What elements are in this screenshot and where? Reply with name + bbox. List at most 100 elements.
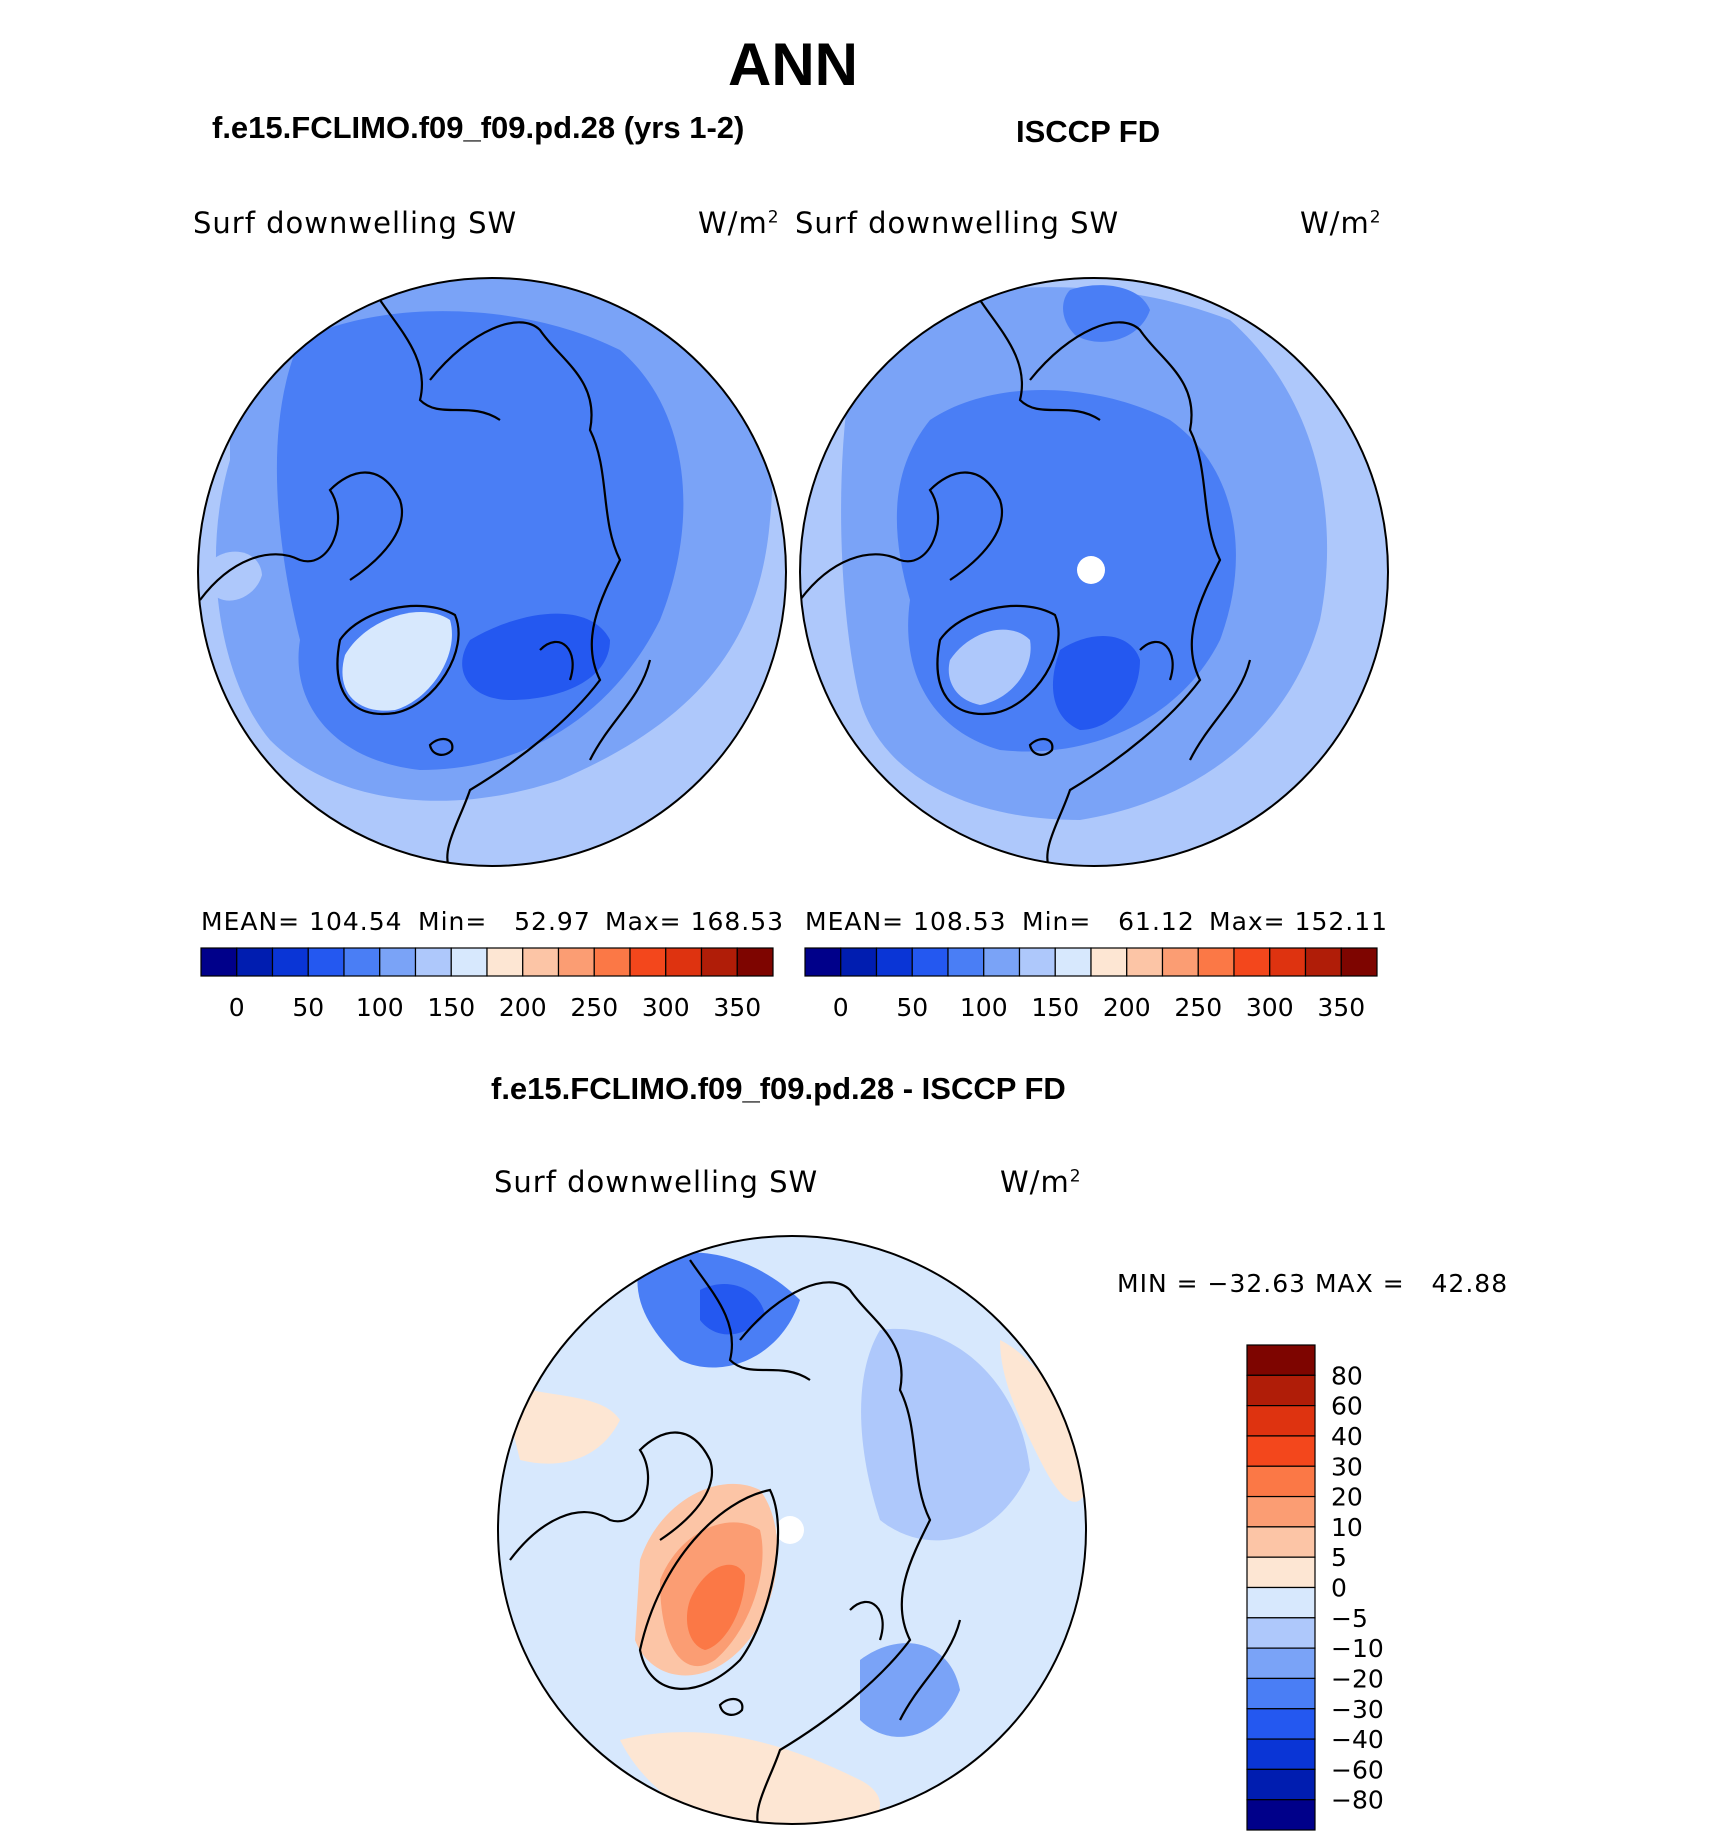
colorbar1-swatch	[665, 947, 703, 977]
panel2-min: Min= 61.12	[1022, 907, 1195, 936]
panel2-coast-eurasia	[1029, 321, 1222, 866]
panel2-coast-alaska	[979, 299, 1101, 421]
colorbar1-swatch	[307, 947, 345, 977]
panel1-coast-alaska	[379, 299, 501, 421]
colorbar3-tick-label: 60	[1331, 1392, 1363, 1421]
panel3-map-border	[497, 1235, 1087, 1825]
colorbar3-tick-label: 5	[1331, 1543, 1347, 1572]
panel1-coastlines	[199, 299, 652, 866]
colorbar2-swatch	[983, 947, 1021, 977]
colorbar1-swatch	[414, 947, 452, 977]
panel1-mean: MEAN= 104.54	[201, 907, 403, 936]
panel1-coast-iceland	[428, 737, 454, 756]
panel3-coast-canada	[509, 1431, 713, 1561]
panel3-coastlines	[509, 1259, 962, 1824]
colorbar1-swatch	[200, 947, 238, 977]
panel2-heading: ISCCP FD	[1016, 114, 1161, 149]
panel1-coast-scandinavia	[539, 640, 652, 761]
colorbar2-swatch	[911, 947, 949, 977]
colorbar-panel1: 0 50 100 150 200 250 300 350	[200, 947, 774, 1022]
colorbar3-tick-label: 0	[1331, 1574, 1347, 1603]
colorbar2-tick-label: 300	[1246, 993, 1294, 1022]
colorbar3-swatch	[1246, 1374, 1316, 1407]
panel2-max: Max= 152.11	[1209, 907, 1389, 936]
panel2-pole-hole	[1077, 556, 1105, 584]
colorbar1-swatch	[450, 947, 488, 977]
panel1-field-min	[462, 613, 610, 700]
colorbar2-tick-label: 150	[1031, 993, 1079, 1022]
colorbar3-tick-label: 80	[1331, 1361, 1363, 1390]
colorbar1-tick-label: 200	[499, 993, 547, 1022]
colorbar3-swatch	[1246, 1344, 1316, 1376]
colorbar1-tick-label: 350	[713, 993, 761, 1022]
colorbar3-tick-label: −5	[1331, 1604, 1368, 1633]
colorbar2-tick-label: 350	[1317, 993, 1365, 1022]
colorbar3-tick-label: 20	[1331, 1483, 1363, 1512]
colorbar3-tick-label: −30	[1331, 1695, 1384, 1724]
panel2-variable-label: Surf downwelling SW	[795, 206, 1120, 240]
page-title: ANN	[728, 31, 858, 98]
colorbar2-swatch	[1269, 947, 1307, 977]
colorbar3-tick-label: −60	[1331, 1755, 1384, 1784]
panel3-units-label: W/m2	[1000, 1165, 1082, 1199]
colorbar2-tick-label: 100	[960, 993, 1008, 1022]
colorbar3-swatch	[1246, 1768, 1316, 1801]
colorbar2-swatch	[1340, 947, 1378, 977]
colorbar2-swatch	[840, 947, 878, 977]
colorbar3-tick-label: −80	[1331, 1786, 1384, 1815]
colorbar2-swatch	[1018, 947, 1056, 977]
panel1-units-label: W/m2	[698, 206, 780, 240]
panel1-min: Min= 52.97	[418, 907, 591, 936]
colorbar2-swatch	[1304, 947, 1342, 977]
colorbar3-swatch	[1246, 1495, 1316, 1528]
panel2-coast-scandinavia	[1139, 640, 1252, 761]
panel3-minmax: MIN = −32.63 MAX = 42.88	[1117, 1269, 1509, 1298]
colorbar1-swatch	[271, 947, 309, 977]
panel2-units-label: W/m2	[1300, 206, 1382, 240]
colorbar2-swatch	[1090, 947, 1128, 977]
panel1-map	[198, 278, 786, 866]
colorbar1-swatch	[379, 947, 417, 977]
panel1-coast-canada	[199, 471, 403, 601]
panel3-coast-eurasia	[739, 1281, 932, 1824]
colorbar1-tick-label: 50	[292, 993, 324, 1022]
colorbar3-swatch	[1246, 1435, 1316, 1467]
colorbar3-tick-label: −20	[1331, 1664, 1384, 1693]
colorbar1-tick-label: 0	[229, 993, 245, 1022]
colorbar1-swatch	[522, 947, 560, 977]
panel2-map-border	[799, 277, 1389, 867]
panel3-map	[498, 1236, 1086, 1824]
colorbar3-tick-label: 40	[1331, 1422, 1363, 1451]
colorbar2-swatch	[1233, 947, 1271, 977]
panel1-heading: f.e15.FCLIMO.f09_f09.pd.28 (yrs 1-2)	[212, 110, 745, 145]
colorbar2-tick-label: 250	[1174, 993, 1222, 1022]
colorbar1-swatch	[736, 947, 774, 977]
colorbar1-tick-label: 300	[642, 993, 690, 1022]
panel2-coast-iceland	[1028, 737, 1054, 756]
colorbar2-swatch	[1126, 947, 1164, 977]
panel3-coast-alaska	[689, 1259, 811, 1381]
colorbar3-swatch	[1246, 1677, 1316, 1710]
panel3-variable-label: Surf downwelling SW	[494, 1165, 819, 1199]
colorbar1-swatch	[700, 947, 738, 977]
colorbar3-swatch	[1246, 1526, 1316, 1558]
colorbar2-swatch	[947, 947, 985, 977]
colorbar1-tick-label: 100	[356, 993, 404, 1022]
colorbar3-swatch	[1246, 1405, 1316, 1437]
panel3-field-west-warm	[500, 1380, 620, 1464]
colorbar2-swatch	[1161, 947, 1199, 977]
panel3-coast-greenland	[638, 1488, 780, 1690]
colorbar1-swatch	[629, 947, 667, 977]
colorbar1-tick-label: 150	[427, 993, 475, 1022]
colorbar2-swatch	[1054, 947, 1092, 977]
colorbar3-swatch	[1246, 1647, 1316, 1680]
panel3-field-atlantic-warm	[620, 1732, 880, 1824]
colorbar3-swatch	[1246, 1556, 1316, 1589]
panel3-coast-scandinavia	[849, 1600, 962, 1721]
colorbar-panel2: 0 50 100 150 200 250 300 350	[804, 947, 1378, 1022]
panel1-variable-label: Surf downwelling SW	[193, 206, 518, 240]
colorbar2-swatch	[1197, 947, 1235, 977]
panel2-field-bering	[1063, 285, 1150, 342]
